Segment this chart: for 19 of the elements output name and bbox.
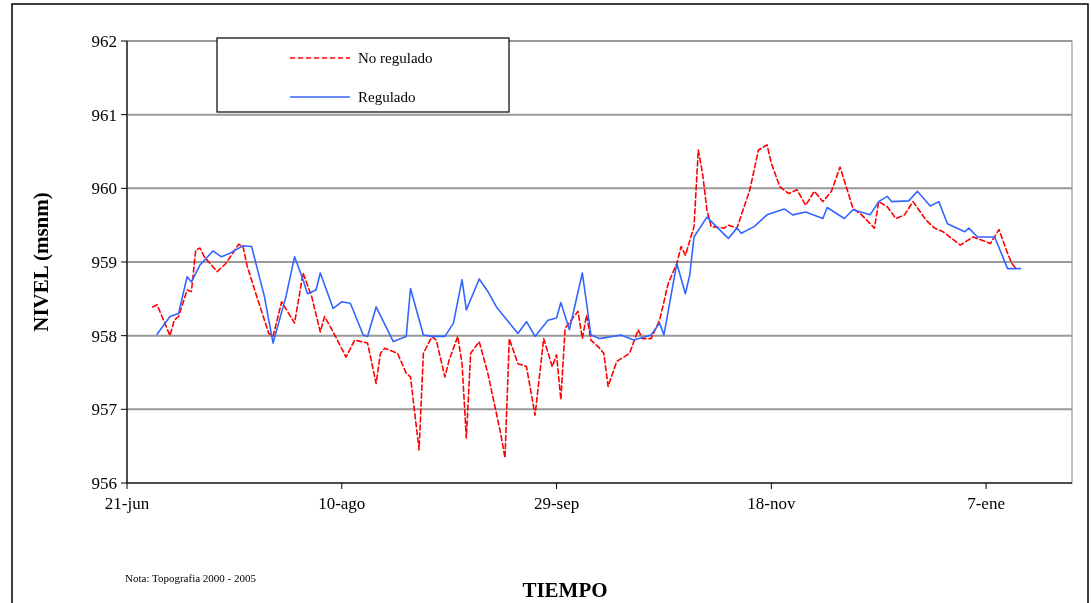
x-tick-label: 7-ene [967, 494, 1005, 513]
y-tick-label: 958 [91, 326, 117, 346]
y-tick-label: 961 [91, 105, 117, 125]
x-tick-label: 18-nov [747, 494, 796, 513]
line-series [151, 144, 1017, 459]
y-tick-label: 960 [91, 179, 117, 199]
y-tick-label: 959 [91, 253, 117, 272]
x-tick-label: 21-jun [104, 494, 150, 513]
x-axis-title: TIEMPO [522, 578, 608, 602]
x-tick-label: 29-sep [533, 494, 580, 513]
y-tick-label: 956 [91, 474, 117, 493]
y-tick-label: 957 [91, 400, 118, 420]
y-axis-title: NIVEL (msnm) [29, 192, 53, 332]
legend-label: No regulado [358, 50, 433, 66]
text: Nota: Topografia 2000 - 2005 [125, 572, 257, 584]
line-series [156, 190, 1022, 344]
x-tick-label: 10-ago [318, 494, 366, 513]
y-tick-label: 962 [91, 32, 117, 51]
legend-label: Regulado [358, 89, 416, 105]
